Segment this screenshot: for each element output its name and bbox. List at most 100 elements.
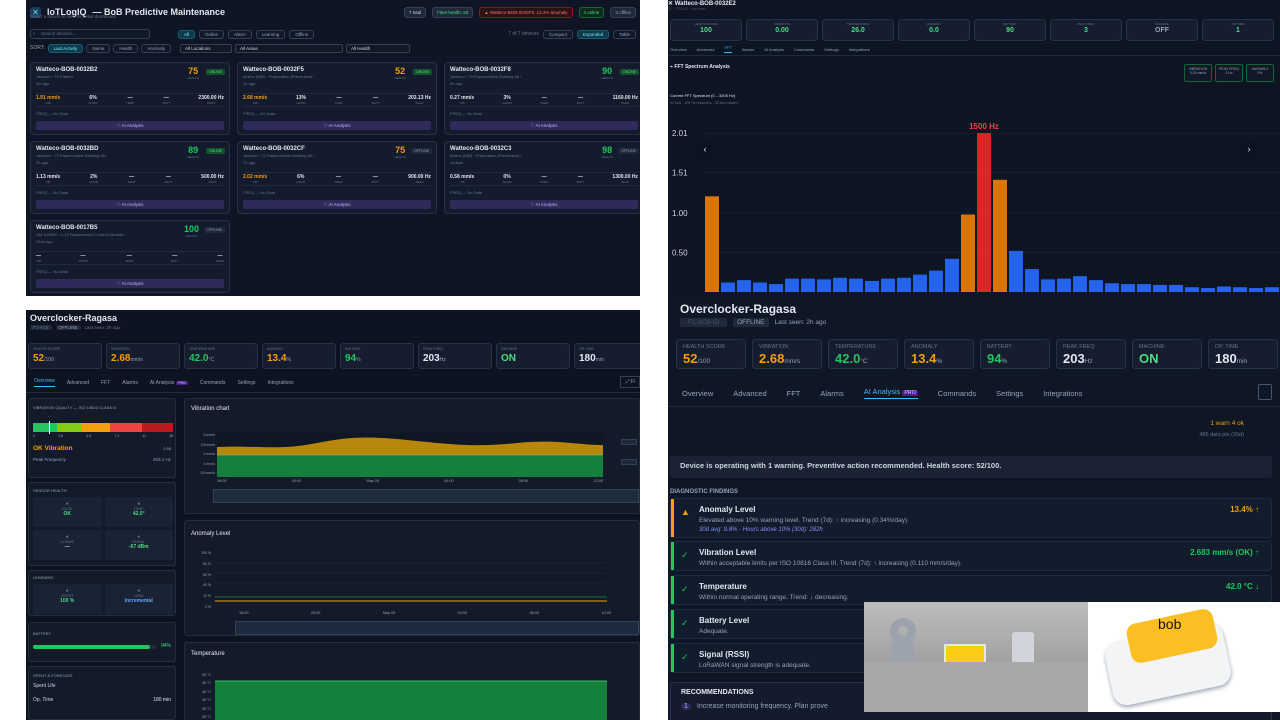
- sort-health[interactable]: Health: [113, 43, 139, 53]
- finding-row[interactable]: ✓ Temperature Within normal operating rang…: [670, 575, 1272, 605]
- tab-fft[interactable]: FFT: [724, 45, 732, 53]
- fft-bar[interactable]: [897, 277, 911, 292]
- total-pill[interactable]: 7 total: [403, 6, 427, 18]
- finding-row[interactable]: ✓ Vibration Level Within acceptable limits…: [670, 541, 1272, 571]
- ai-analysis-button[interactable]: ♡ AI Analysis: [36, 279, 224, 288]
- fft-bar[interactable]: [705, 196, 719, 292]
- vibration-range-slider[interactable]: [213, 489, 639, 503]
- fft-bar[interactable]: [1169, 284, 1183, 292]
- online-pill[interactable]: 4 online: [578, 6, 605, 18]
- anomaly-range-slider[interactable]: [235, 621, 639, 635]
- ai-analysis-button[interactable]: ♡ AI Analysis: [36, 121, 224, 130]
- fft-bar[interactable]: [977, 133, 991, 292]
- device-card[interactable]: Watteco-BOB-0032BD Jackson › 73 Paperezio…: [30, 141, 230, 214]
- device-card[interactable]: Watteco-BOB-0032F8 Jackson › 73 Paperezio…: [444, 62, 640, 135]
- view-compact[interactable]: Compact: [542, 29, 573, 39]
- tab-fft[interactable]: FFT: [101, 380, 110, 386]
- tab-advanced[interactable]: Advanced: [697, 47, 715, 52]
- fullscreen-button[interactable]: ⤢ Fi: [620, 376, 640, 388]
- ai-analysis-button[interactable]: ♡ AI Analysis: [243, 121, 431, 130]
- tab-fft[interactable]: FFT: [787, 389, 801, 398]
- fft-bar[interactable]: [785, 278, 799, 292]
- fft-bar[interactable]: [1025, 269, 1039, 292]
- ai-analysis-button[interactable]: ♡ AI Analysis: [243, 200, 431, 209]
- fft-bar[interactable]: [945, 258, 959, 292]
- fft-bar[interactable]: [849, 278, 863, 292]
- sort-anomaly[interactable]: Anomaly: [141, 43, 171, 53]
- tab-integrations[interactable]: Integrations: [1043, 389, 1082, 398]
- tab-ai-analysis[interactable]: AI Analysis: [764, 47, 784, 52]
- tab-commands[interactable]: Commands: [200, 380, 226, 386]
- fft-bar[interactable]: [817, 279, 831, 292]
- filter-offline[interactable]: Offline: [289, 29, 315, 39]
- chevron-left-icon[interactable]: ‹: [696, 140, 714, 158]
- offline-pill[interactable]: 3 offline: [610, 6, 636, 18]
- tab-commands[interactable]: Commands: [938, 389, 976, 398]
- chevron-right-icon[interactable]: ›: [1240, 140, 1258, 158]
- fft-bar[interactable]: [993, 179, 1007, 292]
- ai-analysis-button[interactable]: ♡ AI Analysis: [450, 200, 638, 209]
- fft-bar[interactable]: [929, 270, 943, 292]
- fft-bar[interactable]: [1121, 284, 1135, 292]
- fft-bar[interactable]: [1185, 287, 1199, 292]
- zoom-in-button[interactable]: [621, 439, 637, 445]
- fft-bar[interactable]: [1089, 280, 1103, 292]
- location-select[interactable]: All Locations: [179, 43, 232, 53]
- tab-integrations[interactable]: Integrations: [849, 47, 870, 52]
- filter-online[interactable]: Online: [199, 29, 225, 39]
- tab-ai-analysis[interactable]: AI Analysis PRO: [150, 380, 188, 386]
- fft-bar[interactable]: [1137, 284, 1151, 292]
- fft-bar[interactable]: [865, 280, 879, 292]
- fft-bar[interactable]: [961, 214, 975, 292]
- sort-last-activity[interactable]: Last Activity: [47, 43, 84, 53]
- fft-bar[interactable]: [1073, 276, 1087, 292]
- fleet-health-pill[interactable]: Fleet health: 83: [432, 6, 474, 18]
- filter-alarm[interactable]: Alarm: [228, 29, 252, 39]
- fft-bar[interactable]: [1153, 284, 1167, 292]
- area-select[interactable]: All Areas: [234, 43, 343, 53]
- finding-row[interactable]: ▲ Anomaly Level Elevated above 10% warning…: [670, 498, 1272, 538]
- fft-bar[interactable]: [1057, 278, 1071, 292]
- view-expanded[interactable]: Expanded: [576, 29, 610, 39]
- zoom-out-button[interactable]: [621, 459, 637, 465]
- fft-bar[interactable]: [1265, 287, 1279, 292]
- fft-bar[interactable]: [721, 282, 735, 292]
- fft-bar[interactable]: [753, 282, 767, 292]
- device-card[interactable]: Watteco-BOB-0032B2 Jackson › T0 Pattern 3m…: [30, 62, 230, 135]
- tab-overview[interactable]: Overview: [682, 389, 713, 398]
- tab-integrations[interactable]: Integrations: [268, 380, 294, 386]
- tab-advanced[interactable]: Advanced: [67, 380, 89, 386]
- health-select[interactable]: All Health: [345, 43, 410, 53]
- tab-alarms[interactable]: Alarms: [820, 389, 843, 398]
- tab-ai-analysis[interactable]: AI Analysis PRO: [863, 387, 918, 399]
- ai-analysis-button[interactable]: ♡ AI Analysis: [36, 200, 224, 209]
- fft-bar[interactable]: [913, 274, 927, 292]
- ai-analysis-button[interactable]: ♡ AI Analysis: [450, 121, 638, 130]
- fft-bar[interactable]: [769, 284, 783, 292]
- fft-bar[interactable]: [1041, 279, 1055, 292]
- close-icon[interactable]: ✕: [668, 1, 675, 7]
- device-card[interactable]: Watteco-BOB-0032C3 Molino (MM) › Preparat…: [444, 141, 640, 214]
- tab-alarms[interactable]: Alarms: [122, 380, 138, 386]
- sort-name[interactable]: Name: [86, 43, 111, 53]
- search-input[interactable]: ⌕ Search devices...: [30, 29, 150, 39]
- device-card[interactable]: Watteco-BOB-0017B5 UM 10445C › 1-12 Repla…: [30, 220, 230, 293]
- tab-commands[interactable]: Commands: [794, 47, 814, 52]
- filter-all[interactable]: All: [178, 29, 196, 39]
- fft-bar[interactable]: [1009, 250, 1023, 292]
- tab-overview[interactable]: Overview: [670, 47, 687, 52]
- fft-bar[interactable]: [801, 278, 815, 292]
- anomaly-alert-pill[interactable]: ▲ Watteco-BOB-0032F5: 13.4% anomaly: [479, 6, 573, 18]
- fft-bar[interactable]: [1249, 288, 1263, 292]
- device-card[interactable]: Watteco-BOB-0032F5 Molino (MM) › Preparat…: [237, 62, 437, 135]
- fft-bar[interactable]: [881, 278, 895, 292]
- tab-overview[interactable]: Overview: [34, 378, 55, 387]
- device-card[interactable]: Watteco-BOB-0032CF Jackson › 73 Paperezio…: [237, 141, 437, 214]
- tab-settings[interactable]: Settings: [237, 380, 255, 386]
- fft-bar[interactable]: [737, 280, 751, 292]
- tab-settings[interactable]: Settings: [824, 47, 838, 52]
- view-table[interactable]: Table: [613, 29, 636, 39]
- fft-bar[interactable]: [1233, 287, 1247, 292]
- fft-bar[interactable]: [1217, 286, 1231, 292]
- fft-bar[interactable]: [833, 277, 847, 292]
